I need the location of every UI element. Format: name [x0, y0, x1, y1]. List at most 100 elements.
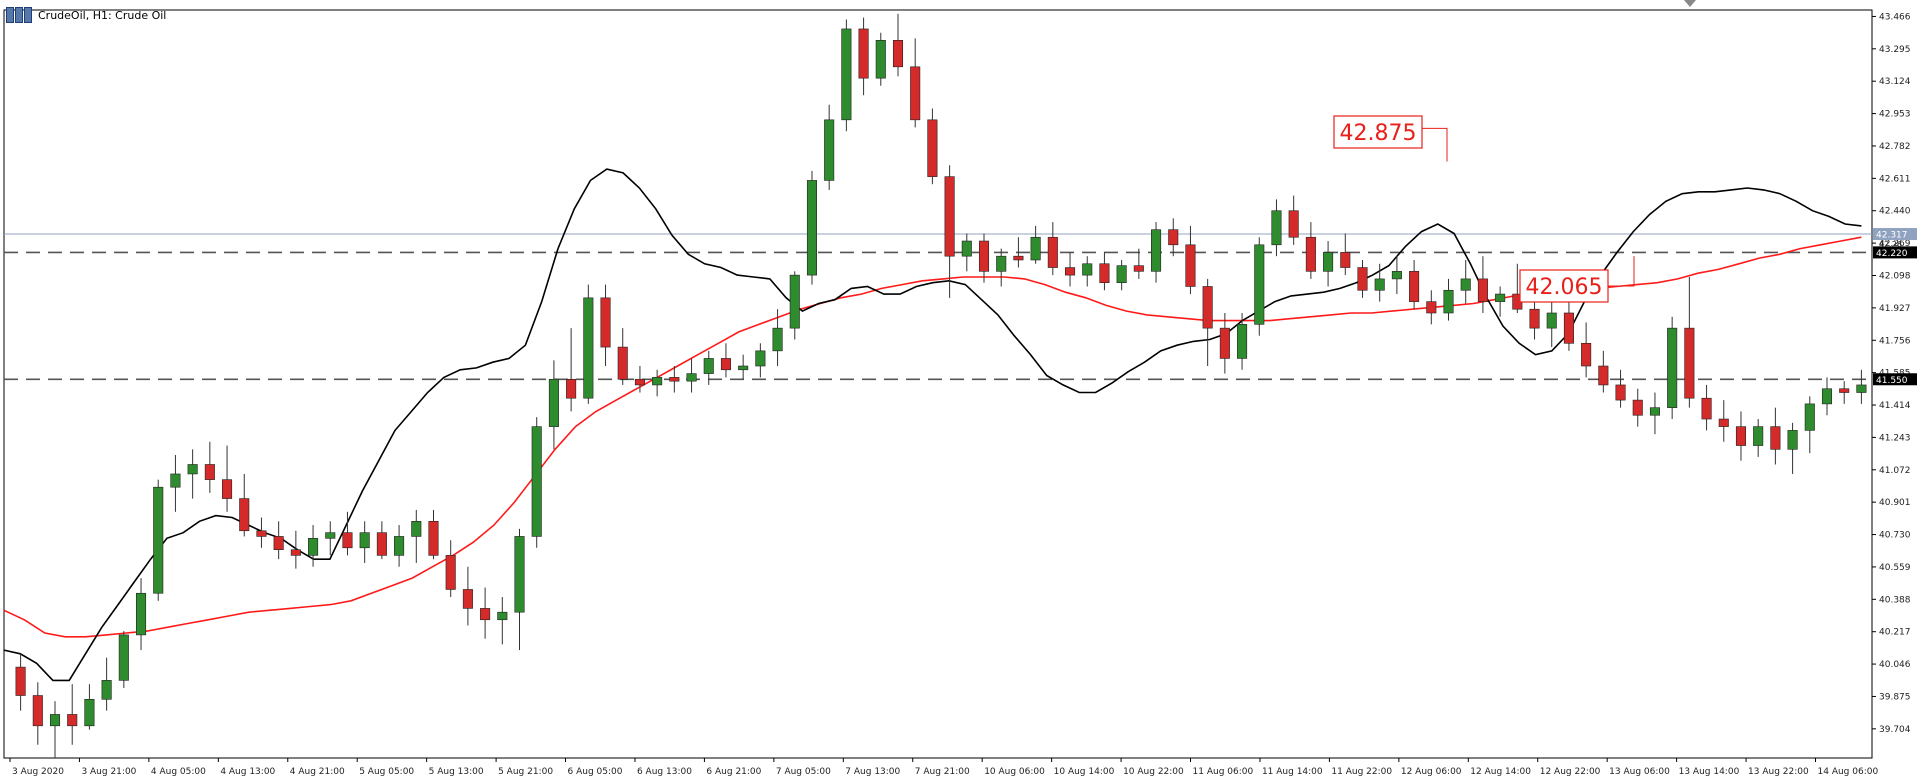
candle — [1615, 369, 1626, 408]
candle-body — [1770, 426, 1781, 450]
current-price-tag: 42.317 — [1876, 231, 1908, 241]
upper-level-tag: 42.220 — [1876, 249, 1908, 259]
candle-body — [67, 714, 78, 727]
candle — [118, 631, 129, 688]
candle-body — [1839, 388, 1850, 393]
candle — [1357, 259, 1368, 298]
y-tick-label: 40.901 — [1879, 498, 1911, 508]
x-tick-label: 6 Aug 13:00 — [637, 767, 692, 777]
y-tick-label: 43.295 — [1879, 45, 1911, 55]
x-tick-label: 6 Aug 21:00 — [706, 767, 761, 777]
candle — [1391, 256, 1402, 295]
candle-body — [1460, 278, 1471, 291]
candle — [1340, 233, 1351, 276]
y-tick-label: 40.388 — [1879, 595, 1911, 605]
candle-body — [1787, 430, 1798, 450]
candle-body — [1443, 289, 1454, 314]
candle — [342, 511, 353, 556]
candle — [1323, 241, 1334, 287]
candle-body — [1581, 342, 1592, 367]
candle-body — [1133, 265, 1144, 272]
candle-body — [170, 473, 181, 488]
candle-body — [1340, 252, 1351, 268]
candle — [738, 354, 749, 380]
x-tick-label: 12 Aug 22:00 — [1540, 767, 1601, 777]
candle-body — [1237, 324, 1248, 359]
candle-body — [892, 39, 904, 68]
candle-body — [1563, 312, 1574, 344]
candle-body — [1099, 263, 1110, 283]
candle-body — [531, 426, 542, 537]
x-tick-label: 7 Aug 05:00 — [776, 767, 831, 777]
candle — [32, 682, 43, 745]
annotation-box-low — [1519, 269, 1609, 303]
candle — [325, 521, 336, 556]
candle-body — [978, 240, 990, 272]
candle — [1443, 278, 1454, 321]
y-tick-label: 42.782 — [1879, 142, 1911, 152]
y-tick-label: 41.414 — [1879, 401, 1911, 411]
candle-body — [1409, 271, 1420, 302]
y-tick-label: 40.559 — [1879, 563, 1911, 573]
candle-body — [15, 666, 26, 696]
lower-level-tag-bg — [1873, 373, 1917, 386]
x-tick-label: 12 Aug 14:00 — [1470, 767, 1531, 777]
candle — [497, 597, 508, 645]
candle — [1598, 350, 1609, 393]
candle — [600, 284, 611, 367]
candle — [720, 343, 731, 378]
candle — [1718, 400, 1729, 442]
candle — [187, 449, 198, 499]
x-tick-label: 4 Aug 21:00 — [290, 767, 345, 777]
chart-header: CrudeOil, H1: Crude Oil — [6, 6, 166, 24]
y-tick-label: 42.611 — [1879, 174, 1911, 184]
candle-body — [566, 378, 577, 399]
candle — [1495, 286, 1506, 317]
candle — [1684, 277, 1695, 408]
candle — [531, 417, 542, 548]
candle-body — [961, 240, 972, 257]
x-tick-label: 10 Aug 14:00 — [1054, 767, 1115, 777]
candle-body — [1495, 293, 1506, 302]
candle-body — [1391, 271, 1402, 280]
candle-body — [1821, 388, 1833, 405]
y-tick-label: 43.124 — [1879, 77, 1911, 87]
annotation-leader-high — [1422, 127, 1448, 162]
chart-title: CrudeOil, H1: Crude Oil — [38, 8, 167, 22]
candle — [101, 657, 112, 711]
candle — [1374, 263, 1385, 302]
candle-body — [927, 119, 938, 177]
candle — [806, 170, 818, 285]
candle — [1013, 237, 1024, 268]
candle — [308, 525, 319, 567]
candle-body — [944, 176, 955, 257]
candle — [1649, 392, 1660, 435]
candle — [634, 366, 645, 393]
candle-body — [806, 180, 818, 276]
candle-body — [325, 532, 336, 539]
candle-body — [376, 532, 387, 556]
current-price-tag-bg — [1873, 228, 1917, 241]
candle — [1116, 259, 1127, 291]
candle-body — [462, 589, 473, 609]
y-tick-label: 39.704 — [1879, 725, 1911, 735]
x-tick-label: 7 Aug 13:00 — [845, 767, 900, 777]
candle — [411, 509, 422, 563]
candle — [961, 233, 972, 272]
candle-body — [1030, 236, 1041, 261]
candle — [1254, 237, 1265, 336]
candle — [273, 521, 284, 560]
y-tick-label: 42.269 — [1879, 239, 1911, 249]
x-tick-label: 13 Aug 22:00 — [1748, 767, 1809, 777]
candle — [1856, 369, 1867, 404]
scroll-marker-icon[interactable] — [1684, 0, 1696, 7]
candle-body — [1374, 278, 1385, 291]
x-tick-label: 6 Aug 05:00 — [568, 767, 623, 777]
candle — [290, 530, 301, 569]
candle-body — [118, 634, 129, 681]
candle — [359, 521, 370, 563]
candle — [428, 509, 439, 560]
candle-body — [308, 538, 319, 556]
candle — [1185, 225, 1196, 295]
